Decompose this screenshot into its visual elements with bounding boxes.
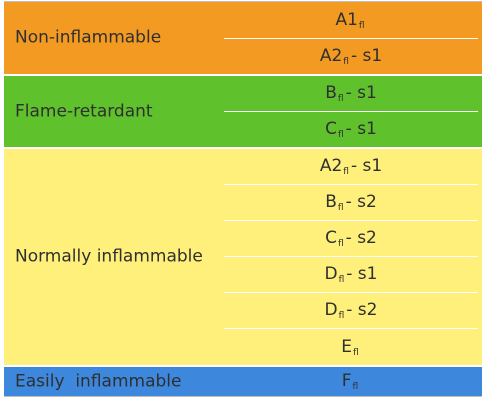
class-subscript: fl [337,239,344,249]
class-main: A1 [335,9,358,30]
class-main: E [341,336,353,357]
class-subscript: fl [343,167,349,177]
class-subscript: fl [337,94,344,104]
class-suffix: - s2 [345,228,377,248]
class-suffix: - s2 [346,300,378,320]
row-divider [224,328,478,329]
class-main: C [325,228,337,248]
row-divider [224,111,478,112]
class-main: F [341,371,352,391]
group-label: Flame-retardant [15,101,153,121]
class-subscript: fl [338,311,345,321]
class-main: B [325,192,337,212]
group-label: Normally inflammable [15,246,203,267]
class-main: A2 [319,46,343,66]
class-suffix: - s1 [350,156,383,176]
group-separator [4,365,482,367]
row-divider [224,256,478,257]
class-subscript: fl [337,130,344,140]
class-suffix: - s1 [345,119,377,139]
class-subscript: fl [358,20,365,31]
group-label: Easily inflammable [15,371,182,391]
class-main: C [325,119,337,139]
class-suffix: - s1 [346,264,378,284]
class-suffix: - s1 [345,83,377,103]
class-main: D [324,300,338,320]
class-suffix: - s1 [350,46,383,66]
class-suffix: - s2 [345,192,377,212]
class-subscript: fl [337,203,344,213]
row-divider [224,184,478,185]
row-divider [224,38,478,39]
class-main: A2 [319,156,343,176]
row-divider [224,220,478,221]
class-subscript: fl [343,57,349,67]
group-label: Non-inflammable [15,27,162,48]
group-separator [4,147,482,149]
class-subscript: fl [352,382,359,392]
row-divider [224,292,478,293]
class-subscript: fl [338,275,345,285]
class-code-cell: A2 fl - s1 [224,39,478,74]
fire-classification-table: Non-inflammable A1 fl A2 fl - s1 Flame-ret… [4,1,482,397]
group-non-inflammable: Non-inflammable A1 fl A2 fl - s1 [4,2,482,74]
class-subscript: fl [353,347,359,358]
class-code-cell: A2 fl - s1 [224,149,478,184]
class-code-cell: A1 fl [224,2,478,38]
class-main: D [324,264,338,284]
class-main: B [325,83,337,103]
group-separator [4,74,482,76]
